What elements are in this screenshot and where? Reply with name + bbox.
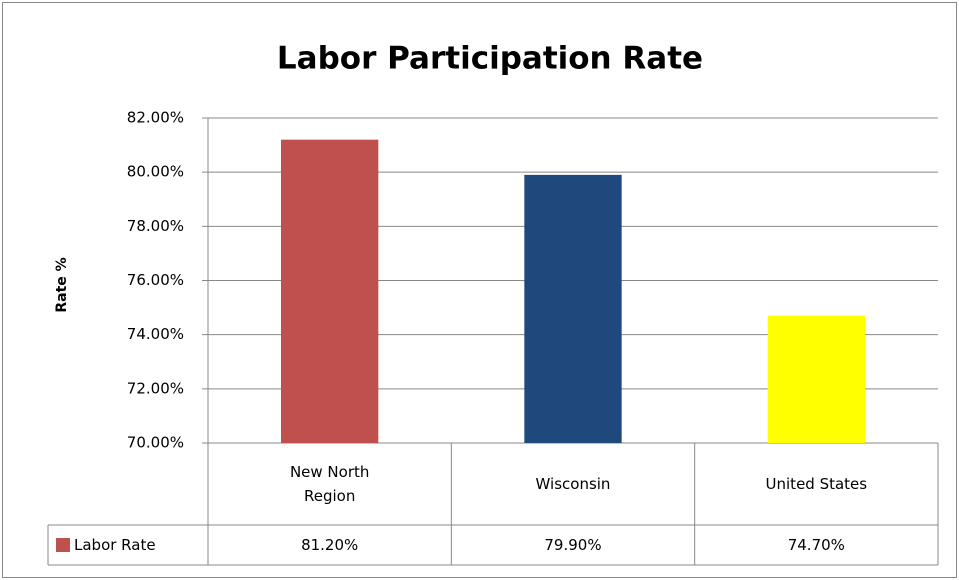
y-tick-label: 76.00% [127, 271, 184, 289]
legend-swatch [56, 538, 70, 552]
value-label: 79.90% [544, 536, 602, 554]
value-label: 81.20% [301, 536, 359, 554]
y-tick-label: 82.00% [127, 109, 184, 127]
bar [767, 315, 865, 443]
category-label: New North Region [289, 463, 370, 505]
chart-title: Labor Participation Rate [277, 41, 703, 77]
y-tick-label: 70.00% [127, 434, 184, 452]
bar [281, 139, 379, 443]
y-tick-label: 74.00% [127, 325, 184, 343]
bar [524, 174, 622, 443]
y-axis-label: Rate % [54, 257, 70, 312]
legend-label: Labor Rate [74, 536, 156, 554]
y-tick-label: 72.00% [127, 379, 184, 397]
value-label: 74.70% [787, 536, 845, 554]
category-label: Wisconsin [535, 475, 611, 493]
y-tick-label: 78.00% [127, 217, 184, 235]
y-tick-label: 80.00% [127, 163, 184, 181]
category-label: United States [765, 475, 868, 493]
